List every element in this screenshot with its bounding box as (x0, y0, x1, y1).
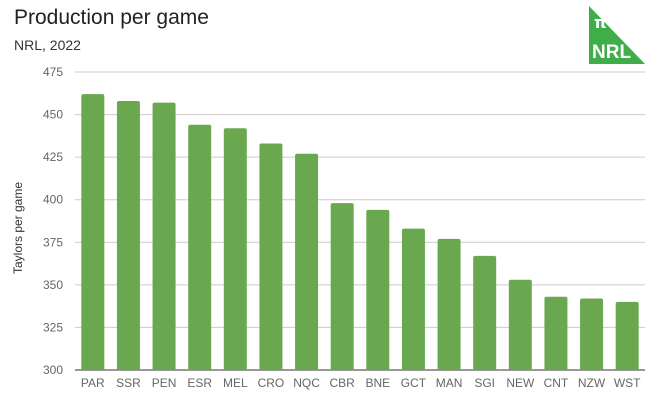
bar-cbr (330, 203, 354, 370)
x-tick-label: MAN (436, 376, 463, 390)
nrl-logo: π NRL (589, 6, 645, 64)
x-tick-label: GCT (401, 376, 427, 390)
x-tick-label: WST (614, 376, 641, 390)
bar-wst (615, 301, 639, 370)
x-tick-label: ESR (187, 376, 212, 390)
x-tick-label: SSR (116, 376, 141, 390)
bar-ssr (116, 100, 140, 370)
bar-bne (366, 209, 390, 370)
y-axis-ticks: 300 325 350 375 400 425 450 475 (43, 65, 63, 377)
y-tick-label: 400 (43, 193, 63, 207)
bar-nqc (295, 153, 319, 370)
y-tick-label: 300 (43, 363, 63, 377)
bar-cnt (544, 296, 568, 370)
bar-pen (152, 102, 176, 370)
bar-cro (259, 143, 283, 370)
bar-new (508, 279, 532, 370)
y-tick-label: 450 (43, 108, 63, 122)
bar-esr (188, 124, 212, 370)
chart-title: Production per game (14, 6, 209, 29)
x-tick-label: PEN (152, 376, 177, 390)
x-axis-ticks: PAR SSR PEN ESR MEL CRO NQC CBR BNE GCT MAN SGI NEW C… (81, 376, 641, 390)
bar-sgi (473, 255, 497, 370)
y-tick-label: 325 (43, 320, 63, 334)
x-tick-label: NZW (578, 376, 606, 390)
bars (81, 94, 639, 370)
x-tick-label: BNE (365, 376, 390, 390)
x-tick-label: CBR (330, 376, 356, 390)
bar-mel (223, 128, 247, 370)
y-axis-title: Taylors per game (11, 182, 25, 274)
x-tick-label: NEW (506, 376, 535, 390)
y-tick-label: 375 (43, 235, 63, 249)
x-tick-label: MEL (223, 376, 248, 390)
bar-par (81, 94, 105, 370)
logo-text: NRL (592, 42, 631, 63)
y-tick-label: 475 (43, 65, 63, 79)
y-tick-label: 350 (43, 278, 63, 292)
bar-gct (401, 228, 425, 370)
logo-triangle (589, 6, 645, 64)
chart-subtitle: NRL, 2022 (14, 37, 81, 53)
x-tick-label: SGI (474, 376, 495, 390)
bar-man (437, 238, 461, 370)
logo-pi-symbol: π (594, 13, 607, 32)
y-tick-label: 425 (43, 150, 63, 164)
x-tick-label: CNT (544, 376, 569, 390)
x-tick-label: CRO (258, 376, 285, 390)
x-tick-label: NQC (293, 376, 320, 390)
bar-nzw (580, 298, 604, 370)
x-tick-label: PAR (81, 376, 105, 390)
